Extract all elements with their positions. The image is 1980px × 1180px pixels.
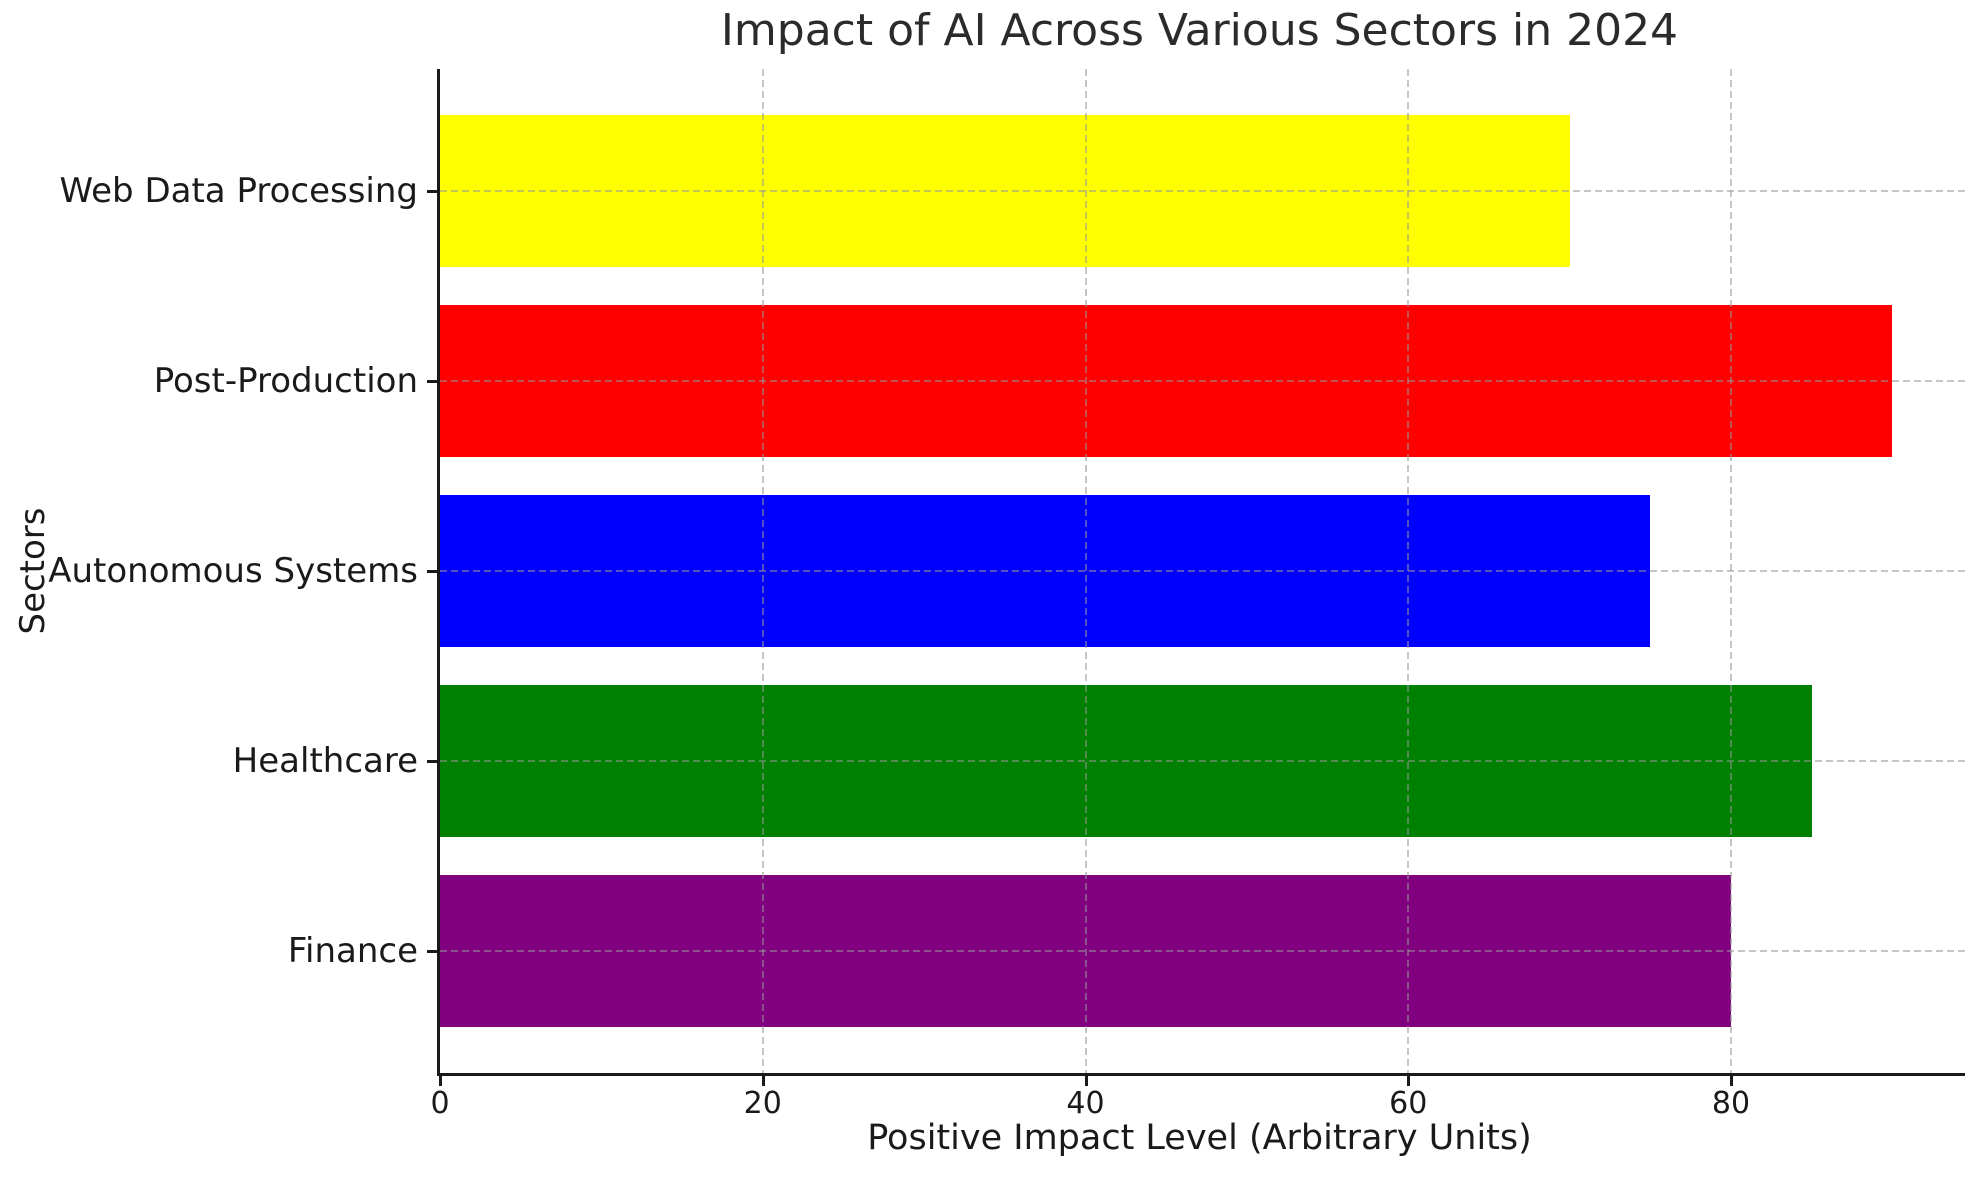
bars-layer bbox=[440, 69, 1965, 1073]
x-tick-mark-80 bbox=[1730, 1076, 1733, 1086]
x-tick-mark-60 bbox=[1407, 1076, 1411, 1086]
y-tick-mark-post-production bbox=[427, 379, 437, 383]
x-axis-label: Positive Impact Level (Arbitrary Units) bbox=[867, 1118, 1532, 1158]
y-axis-label-wrap: Sectors bbox=[8, 0, 58, 1180]
x-tick-label-0: 0 bbox=[430, 1086, 450, 1121]
x-tick-label-80: 80 bbox=[1711, 1086, 1751, 1121]
plot-area: Web Data Processing Post-Production Autono… bbox=[48, 69, 1965, 1119]
category-label-autonomous-systems: Autonomous Systems bbox=[48, 551, 418, 591]
y-axis-label: Sectors bbox=[13, 507, 53, 635]
chart-title: Impact of AI Across Various Sectors in 2… bbox=[720, 5, 1679, 56]
category-label-healthcare: Healthcare bbox=[232, 741, 418, 782]
x-tick-label-20: 20 bbox=[743, 1086, 782, 1121]
bar-finance bbox=[440, 875, 1731, 1028]
x-tick-label-40: 40 bbox=[1066, 1086, 1105, 1121]
bar-web-data-processing bbox=[440, 114, 1570, 267]
category-label-finance: Finance bbox=[287, 931, 418, 972]
x-tick-mark-20 bbox=[761, 1076, 765, 1086]
x-tick-mark-40 bbox=[1084, 1076, 1088, 1086]
y-tick-mark-finance bbox=[427, 950, 437, 954]
bar-post-production bbox=[440, 304, 1893, 457]
bar-autonomous-systems bbox=[440, 494, 1651, 648]
x-tick-mark-0 bbox=[439, 1076, 442, 1086]
x-tick-label-60: 60 bbox=[1389, 1086, 1428, 1121]
y-tick-mark-healthcare bbox=[427, 760, 437, 764]
y-tick-mark-web-data-processing bbox=[427, 189, 437, 193]
category-label-post-production: Post-Production bbox=[153, 360, 418, 401]
category-label-web-data-processing: Web Data Processing bbox=[59, 170, 418, 211]
bar-healthcare bbox=[440, 685, 1812, 838]
y-tick-mark-autonomous-systems bbox=[427, 570, 437, 573]
